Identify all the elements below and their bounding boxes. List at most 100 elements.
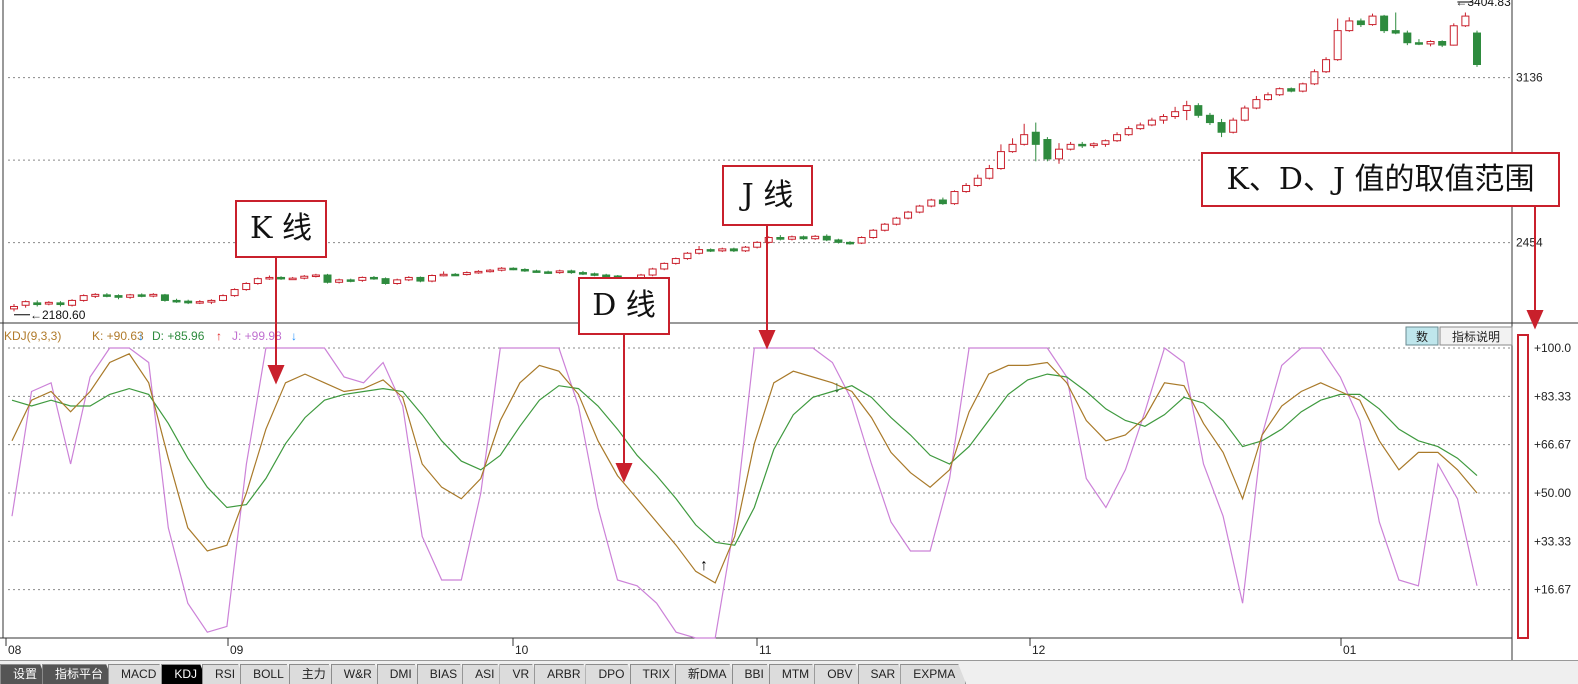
candle	[938, 199, 947, 205]
candle	[137, 294, 146, 297]
candle	[265, 276, 274, 280]
tab-kdj[interactable]: KDJ	[161, 664, 208, 684]
candle	[346, 279, 355, 282]
kdj-tick-label: +16.67	[1534, 583, 1571, 597]
candle	[10, 305, 18, 310]
candle	[1101, 140, 1110, 145]
candle	[846, 241, 854, 245]
candle	[230, 289, 239, 297]
candle	[56, 302, 65, 306]
tab-rsi[interactable]: RSI	[202, 664, 246, 684]
candle	[1449, 25, 1458, 46]
candle	[683, 252, 692, 260]
kdj-tick-label: +83.33	[1534, 389, 1571, 403]
candle	[439, 273, 448, 277]
candle	[904, 211, 913, 219]
range-annotation: K、D、J 值的取值范围	[1201, 152, 1560, 207]
tab-trix[interactable]: TRIX	[630, 664, 681, 684]
candle	[381, 278, 390, 284]
tab-bbi[interactable]: BBI	[732, 664, 775, 684]
candle	[520, 268, 529, 272]
candle	[880, 223, 889, 231]
tab-mtm[interactable]: MTM	[769, 664, 820, 684]
tab-bias[interactable]: BIAS	[417, 664, 468, 684]
explain-button[interactable]	[1439, 326, 1513, 346]
tab-新dma[interactable]: 新DMA	[675, 664, 738, 684]
tab-dpo[interactable]: DPO	[585, 664, 635, 684]
candle	[1264, 94, 1272, 101]
indicator-tab-bar: 设置 指标平台 MACD KDJ RSI BOLL 主力 W&R DMI BIAS ASI VR ARB…	[0, 660, 1578, 684]
tab-w&r[interactable]: W&R	[331, 664, 383, 684]
tab-obv[interactable]: OBV	[814, 664, 863, 684]
candle	[776, 237, 785, 240]
tab-boll[interactable]: BOLL	[240, 664, 295, 684]
candle	[1333, 30, 1342, 61]
candle	[277, 276, 286, 280]
candle	[567, 270, 576, 274]
candle	[996, 151, 1005, 170]
tab-expma[interactable]: EXPMA	[900, 664, 966, 684]
tab-指标平台[interactable]: 指标平台	[42, 664, 114, 684]
tab-主力[interactable]: 主力	[289, 664, 337, 684]
tab-arbr[interactable]: ARBR	[534, 664, 591, 684]
candle	[114, 295, 123, 298]
candle	[671, 258, 680, 264]
kdj-tick-label: +50.00	[1534, 486, 1571, 500]
kdj-k-line	[11, 353, 1478, 584]
candle	[1438, 41, 1447, 46]
kdj-legend-d: D: +85.96	[152, 329, 205, 343]
candle	[1008, 143, 1017, 153]
arrow-up-icon: ↑	[216, 329, 222, 343]
shu-button[interactable]	[1405, 326, 1439, 346]
low-price-label: ←2180.60	[30, 308, 86, 322]
tab-vr[interactable]: VR	[499, 664, 540, 684]
candle	[892, 217, 901, 225]
candle	[532, 270, 541, 273]
candle	[741, 246, 750, 252]
tab-dmi[interactable]: DMI	[377, 664, 423, 684]
kdj-legend-j: J: +99.98	[232, 329, 282, 343]
x-tick-label: 10	[515, 643, 529, 657]
kdj-tick-label: +100.0	[1534, 341, 1571, 355]
buy-signal-icon: ↑	[700, 557, 708, 574]
candle	[1287, 88, 1296, 92]
candle	[927, 199, 936, 207]
tab-sar[interactable]: SAR	[858, 664, 907, 684]
candle	[79, 295, 88, 301]
candle	[184, 300, 193, 304]
candle	[300, 275, 309, 279]
candle	[1298, 83, 1307, 92]
tab-设置[interactable]: 设置	[0, 664, 48, 684]
kdj-d-line	[11, 373, 1478, 546]
candle	[474, 270, 483, 274]
candle	[1368, 15, 1377, 26]
sell-signal-icon: ↓	[833, 379, 841, 396]
candle	[1322, 59, 1331, 73]
candle	[648, 268, 657, 276]
candle	[1391, 30, 1400, 34]
candle	[1229, 119, 1238, 133]
candle	[242, 282, 251, 291]
tab-asi[interactable]: ASI	[462, 664, 505, 684]
price-tick-label: 2454	[1516, 236, 1543, 250]
candle	[1078, 143, 1087, 147]
range-bracket	[1517, 334, 1529, 639]
candle	[857, 237, 866, 244]
candle	[729, 248, 738, 252]
candle	[369, 276, 378, 280]
tab-macd[interactable]: MACD	[108, 664, 167, 684]
candle	[451, 273, 460, 277]
candle	[416, 276, 425, 282]
candle	[950, 191, 959, 205]
candle	[219, 295, 227, 301]
candle	[962, 184, 971, 193]
candle	[1124, 128, 1133, 136]
candle	[590, 273, 599, 276]
candle	[497, 267, 506, 271]
candle	[207, 299, 216, 303]
candle	[1159, 116, 1168, 121]
candle	[253, 278, 262, 284]
candle	[68, 299, 77, 306]
candle	[1461, 15, 1470, 27]
candle	[462, 272, 471, 276]
